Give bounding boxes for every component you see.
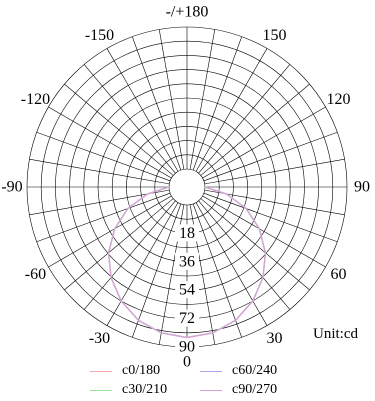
legend-item-c0-180: c0/180 bbox=[90, 362, 200, 380]
angle-label: -90 bbox=[1, 179, 22, 196]
grid-spoke bbox=[83, 64, 176, 174]
angle-labels: 0 30 60 90 120 150 -/+180 -150 -120 -90 -60 -30 bbox=[1, 4, 370, 371]
legend-item-c30-210: c30/210 bbox=[90, 381, 200, 399]
legend: c0/180 c60/240 c30/210 c90/270 bbox=[90, 362, 310, 399]
legend-label: c30/210 bbox=[122, 382, 168, 397]
legend-item-c90-270: c90/270 bbox=[200, 381, 310, 399]
grid-spoke bbox=[64, 198, 174, 291]
radial-label-bg bbox=[175, 309, 199, 327]
grid-spoke bbox=[192, 203, 243, 338]
legend-item-c60-240: c60/240 bbox=[200, 362, 310, 380]
grid-spoke bbox=[200, 83, 310, 176]
grid-spoke bbox=[83, 200, 176, 310]
radial-tick-label: 36 bbox=[179, 253, 195, 270]
radial-tick-labels: 18 36 54 72 90 bbox=[175, 224, 199, 356]
radial-label-bg bbox=[175, 281, 199, 299]
radial-label-bg bbox=[175, 252, 199, 270]
grid-spoke bbox=[131, 36, 182, 171]
angle-label: 60 bbox=[331, 266, 347, 283]
radial-tick-label: 18 bbox=[179, 225, 195, 242]
radial-label-bg bbox=[175, 224, 199, 242]
grid-spoke bbox=[158, 29, 185, 170]
angle-label: -60 bbox=[25, 266, 46, 283]
grid-spoke bbox=[198, 64, 291, 174]
grid-spoke bbox=[29, 189, 170, 216]
grid-spoke bbox=[204, 189, 345, 216]
angle-label: -120 bbox=[21, 91, 50, 108]
grid-spoke bbox=[64, 83, 174, 176]
grid-spoke bbox=[36, 131, 171, 182]
grid-spoke bbox=[131, 203, 182, 338]
grid-spoke bbox=[195, 202, 268, 326]
legend-swatch bbox=[200, 389, 222, 391]
grid-spoke bbox=[29, 158, 170, 185]
series-curve-3 bbox=[107, 186, 267, 339]
grid-spoke bbox=[189, 29, 216, 170]
grid-spoke bbox=[203, 192, 338, 243]
grid-spoke bbox=[202, 195, 326, 268]
grid-spoke bbox=[48, 106, 172, 179]
angle-label: -/+180 bbox=[166, 4, 209, 21]
grid-spoke bbox=[192, 36, 243, 171]
angle-label: 90 bbox=[354, 179, 370, 196]
grid-spoke bbox=[202, 106, 326, 179]
grid-spoke bbox=[198, 200, 291, 310]
grid-circle bbox=[168, 168, 206, 206]
legend-label: c0/180 bbox=[122, 363, 161, 378]
unit-label: Unit:cd bbox=[313, 326, 358, 342]
grid-spoke bbox=[106, 202, 179, 326]
grid-spoke bbox=[204, 158, 345, 185]
series-curves bbox=[107, 186, 267, 339]
grid-spoke bbox=[36, 192, 171, 243]
polar-grid bbox=[26, 26, 348, 348]
legend-label: c60/240 bbox=[232, 363, 278, 378]
radial-tick-label: 54 bbox=[179, 282, 195, 299]
angle-label: 0 bbox=[183, 354, 191, 371]
angle-label: 30 bbox=[267, 330, 283, 347]
grid-spoke bbox=[203, 131, 338, 182]
radial-label-bg bbox=[175, 338, 199, 355]
grid-spoke bbox=[106, 48, 179, 172]
legend-label: c90/270 bbox=[232, 382, 278, 397]
legend-swatch bbox=[90, 370, 112, 372]
legend-swatch bbox=[200, 370, 222, 372]
angle-label: -30 bbox=[89, 330, 110, 347]
angle-label: 120 bbox=[327, 91, 351, 108]
grid-spoke bbox=[200, 198, 310, 291]
grid-spoke bbox=[195, 48, 268, 172]
radial-tick-label: 90 bbox=[179, 339, 195, 356]
grid-spoke bbox=[48, 195, 172, 268]
angle-label: 150 bbox=[263, 27, 287, 44]
legend-swatch bbox=[90, 389, 112, 391]
angle-label: -150 bbox=[85, 27, 114, 44]
radial-tick-label: 72 bbox=[179, 310, 195, 327]
